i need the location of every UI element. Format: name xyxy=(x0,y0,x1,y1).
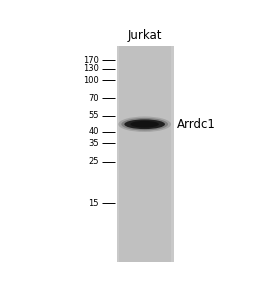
Text: 55: 55 xyxy=(88,111,99,120)
Ellipse shape xyxy=(118,116,171,132)
Text: 130: 130 xyxy=(83,64,99,73)
Text: 170: 170 xyxy=(83,56,99,65)
Bar xyxy=(117,46,174,262)
Bar xyxy=(117,46,120,262)
Text: 35: 35 xyxy=(88,139,99,148)
Ellipse shape xyxy=(121,118,168,130)
Text: Arrdc1: Arrdc1 xyxy=(177,118,216,131)
Text: 15: 15 xyxy=(88,199,99,208)
Ellipse shape xyxy=(124,119,165,129)
Text: 40: 40 xyxy=(88,128,99,136)
Text: 100: 100 xyxy=(83,76,99,85)
Text: Jurkat: Jurkat xyxy=(128,29,162,42)
Text: 70: 70 xyxy=(88,94,99,103)
Ellipse shape xyxy=(131,121,159,128)
Text: 25: 25 xyxy=(88,158,99,166)
Bar xyxy=(171,46,174,262)
